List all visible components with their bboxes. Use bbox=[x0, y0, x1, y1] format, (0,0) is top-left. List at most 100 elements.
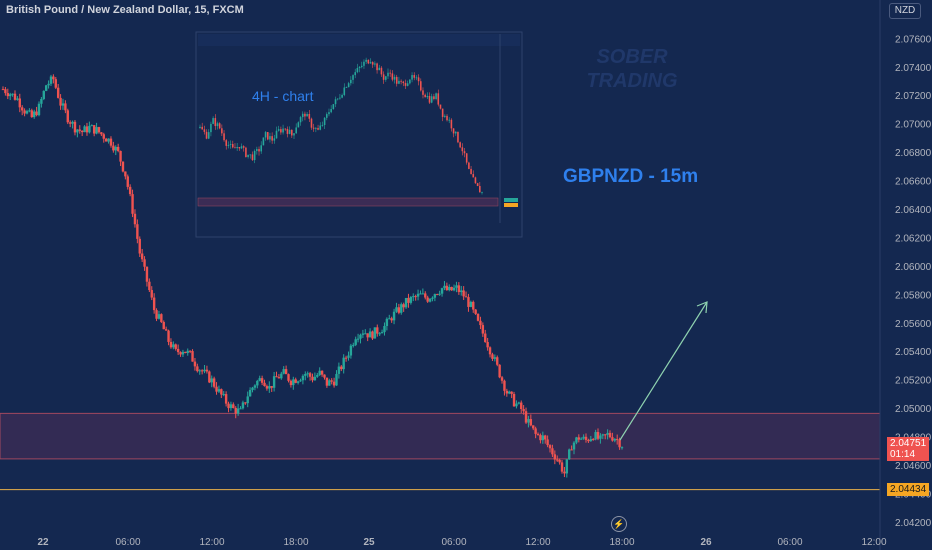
candle-body bbox=[205, 369, 209, 372]
y-tick-label: 2.07200 bbox=[895, 91, 932, 102]
candle-body bbox=[524, 411, 528, 423]
candle-body bbox=[306, 373, 309, 375]
candle-body bbox=[476, 313, 480, 321]
candle-body bbox=[452, 287, 456, 291]
inset-candle-body bbox=[216, 123, 219, 127]
candle-body bbox=[608, 432, 612, 438]
candle-body bbox=[325, 377, 329, 386]
candle-body bbox=[42, 90, 45, 99]
candle-body bbox=[347, 355, 350, 358]
candle-body bbox=[445, 285, 449, 291]
candle-body bbox=[148, 281, 151, 291]
candle-body bbox=[604, 434, 607, 436]
inset-candle-body bbox=[238, 147, 241, 149]
logo-word: TRADING bbox=[586, 70, 678, 92]
candle-body bbox=[462, 290, 465, 297]
inset-candle-body bbox=[470, 168, 472, 175]
candle-body bbox=[217, 389, 221, 392]
inset-candle-body bbox=[293, 133, 295, 136]
candle-body bbox=[83, 126, 86, 133]
candle-body bbox=[222, 394, 225, 396]
candle-body bbox=[335, 373, 338, 386]
candle-body bbox=[397, 307, 401, 313]
inset-candle-body bbox=[269, 136, 271, 140]
inset-candle-body bbox=[387, 72, 389, 77]
candle-body bbox=[157, 314, 161, 319]
currency-button[interactable]: NZD bbox=[889, 3, 921, 19]
candle-body bbox=[517, 402, 521, 404]
inset-candle-body bbox=[474, 177, 477, 184]
candle-body bbox=[373, 327, 377, 339]
candle-body bbox=[541, 435, 545, 441]
inset-candle-body bbox=[253, 150, 256, 161]
inset-candle-body bbox=[266, 132, 269, 140]
candle-body bbox=[232, 404, 235, 409]
candle-body bbox=[582, 436, 585, 439]
candle-body bbox=[114, 146, 117, 151]
inset-candle-body bbox=[450, 119, 453, 129]
candle-body bbox=[85, 126, 89, 133]
candle-body bbox=[90, 125, 93, 127]
candle-body bbox=[568, 449, 571, 460]
candle-body bbox=[16, 98, 19, 100]
candle-body bbox=[313, 376, 317, 381]
candle-body bbox=[563, 471, 566, 474]
candle-body bbox=[419, 293, 422, 295]
candle-body bbox=[49, 76, 53, 84]
candle-body bbox=[167, 330, 170, 342]
inset-candle-body bbox=[400, 80, 402, 82]
x-tick-label: 06:00 bbox=[115, 537, 140, 548]
candle-body bbox=[191, 351, 194, 362]
candle-body bbox=[299, 380, 302, 382]
candle-body bbox=[596, 432, 600, 439]
x-tick-label: 12:00 bbox=[525, 537, 550, 548]
y-tick-label: 2.06000 bbox=[895, 262, 932, 273]
candle-body bbox=[35, 111, 38, 116]
candle-body bbox=[121, 161, 125, 172]
candles bbox=[1, 74, 624, 478]
candle-body bbox=[570, 449, 573, 451]
candle-body bbox=[469, 301, 473, 307]
inset-chart bbox=[195, 31, 523, 238]
candle-body bbox=[181, 351, 185, 355]
candle-body bbox=[606, 432, 609, 435]
inset-candle-body bbox=[306, 113, 308, 117]
candle-body bbox=[503, 380, 506, 391]
candle-body bbox=[414, 296, 417, 298]
candle-body bbox=[584, 436, 588, 440]
candle-body bbox=[140, 253, 144, 260]
inset-candle-body bbox=[343, 87, 346, 95]
candle-body bbox=[378, 333, 381, 335]
lightning-icon[interactable]: ⚡ bbox=[611, 516, 627, 532]
inset-candle-body bbox=[321, 124, 324, 126]
candle-body bbox=[20, 107, 24, 111]
inset-candle-body bbox=[415, 77, 418, 79]
candle-body bbox=[558, 459, 561, 463]
inset-candle-body bbox=[376, 63, 378, 71]
candle-body bbox=[109, 138, 113, 146]
candle-body bbox=[436, 294, 439, 296]
inset-candle-body bbox=[428, 96, 431, 103]
inset-candle-body bbox=[330, 109, 332, 113]
inset-candle-body bbox=[481, 192, 483, 194]
inset-candle-body bbox=[463, 151, 466, 154]
inset-candle-body bbox=[280, 129, 282, 133]
candle-body bbox=[565, 459, 569, 474]
inset-candle-body bbox=[277, 129, 280, 131]
candle-body bbox=[145, 266, 149, 282]
inset-candle-body bbox=[304, 113, 306, 117]
candle-body bbox=[354, 339, 357, 345]
candle-body bbox=[292, 379, 295, 386]
inset-candle-body bbox=[315, 128, 317, 129]
inset-candle-body bbox=[446, 115, 448, 121]
inset-candle-body bbox=[325, 114, 328, 118]
candle-body bbox=[100, 132, 103, 135]
inset-candle-body bbox=[391, 73, 394, 80]
inset-candle-body bbox=[360, 65, 363, 67]
candle-body bbox=[92, 125, 96, 134]
candle-body bbox=[599, 435, 602, 439]
candle-body bbox=[556, 459, 559, 461]
inset-candle-body bbox=[385, 76, 387, 80]
